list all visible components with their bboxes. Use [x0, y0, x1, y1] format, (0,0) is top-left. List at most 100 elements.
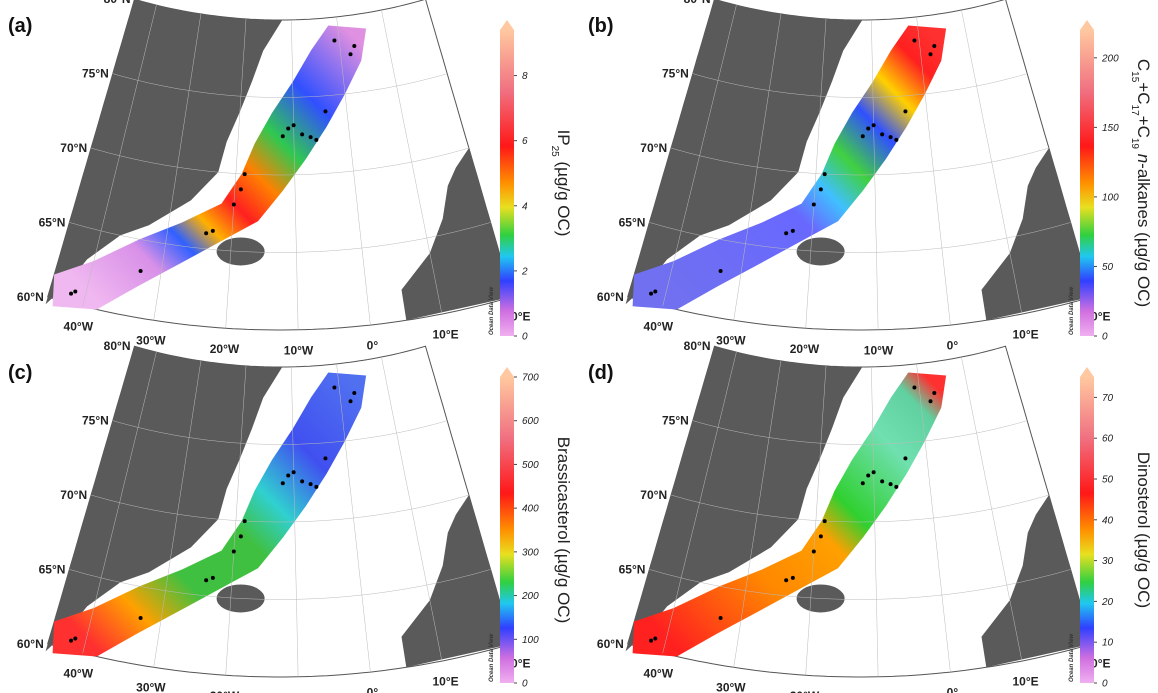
colorbar-tick-label: 0 [522, 679, 528, 690]
latitude-label: 70°N [60, 141, 87, 155]
colorbar-arrow [1080, 367, 1094, 377]
station [349, 52, 353, 56]
station [653, 637, 657, 641]
latitude-label: 60°N [597, 637, 624, 651]
colorbar-tick-label: 100 [522, 635, 539, 646]
colorbar-tick-label: 50 [1102, 475, 1114, 486]
colorbar-tick-label: 8 [522, 71, 528, 82]
station [204, 231, 208, 235]
longitude-label: 30°W [716, 681, 746, 693]
station [872, 470, 876, 474]
longitude-label: 0° [367, 339, 379, 353]
colorbar-tick-label: 700 [522, 373, 539, 384]
latitude-label: 80°N [684, 339, 711, 353]
colorbar-tick-label: 30 [1102, 556, 1114, 567]
title-part: C [1134, 59, 1153, 71]
station [894, 138, 898, 142]
station [232, 202, 236, 206]
station [239, 187, 243, 191]
title-part: n [1134, 149, 1153, 163]
station [880, 132, 884, 136]
title-part: Brassicasterol (µg/g OC) [554, 437, 573, 623]
station [912, 386, 916, 390]
watermark: Ocean Data View [489, 287, 495, 335]
station [332, 386, 336, 390]
station [823, 519, 827, 523]
station [819, 534, 823, 538]
latitude-label: 75°N [662, 414, 689, 428]
longitude-label: 30°W [716, 334, 746, 348]
colorbar-tick-label: 0 [1102, 679, 1108, 690]
colorbar [1080, 377, 1094, 683]
longitude-label: 40°W [644, 319, 674, 333]
station [243, 172, 247, 176]
latitude-label: 60°N [17, 637, 44, 651]
latitude-label: 80°N [104, 339, 131, 353]
station [211, 229, 215, 233]
station [309, 135, 313, 139]
colorbar-tick-label: 4 [522, 201, 528, 212]
title-part: 15 [1130, 71, 1141, 83]
colorbar-title: IP25 (µg/g OC) [550, 130, 574, 237]
station [784, 578, 788, 582]
longitude-label: 10°E [1012, 327, 1038, 341]
station [232, 549, 236, 553]
colorbar [1080, 30, 1094, 336]
colorbar [500, 377, 514, 683]
station [281, 481, 285, 485]
colorbar-tick-label: 400 [522, 504, 539, 515]
colorbar-tick-label: 70 [1102, 393, 1114, 404]
title-part: 25 [550, 146, 561, 158]
station [243, 519, 247, 523]
colorbar-title: Brassicasterol (µg/g OC) [554, 437, 573, 623]
station [300, 479, 304, 483]
colorbar-tick-label: 60 [1102, 434, 1114, 445]
longitude-label: 20°W [790, 689, 820, 693]
station [812, 549, 816, 553]
colorbar-tick-label: 500 [522, 460, 539, 471]
station [889, 482, 893, 486]
longitude-label: 10°W [864, 343, 894, 357]
colorbar-tick-label: 0 [522, 332, 528, 343]
longitude-label: 0° [367, 686, 379, 693]
station [292, 123, 296, 127]
latitude-label: 70°N [60, 488, 87, 502]
longitude-label: 20°W [210, 689, 240, 693]
colorbar-arrow [500, 20, 514, 30]
latitude-label: 65°N [619, 562, 646, 576]
station [791, 576, 795, 580]
station [784, 231, 788, 235]
map-panel: (c)60°N65°N70°N75°N80°N40°W30°W20°W10°W0… [8, 339, 573, 693]
title-part: +C [1134, 82, 1153, 104]
station [323, 109, 327, 113]
longitude-label: 40°W [64, 666, 94, 680]
watermark: Ocean Data View [489, 634, 495, 682]
station [880, 479, 884, 483]
station [903, 456, 907, 460]
station [300, 132, 304, 136]
title-part: 17 [1130, 105, 1141, 117]
station [929, 399, 933, 403]
latitude-label: 75°N [662, 67, 689, 81]
longitude-label: 40°W [64, 319, 94, 333]
station [292, 470, 296, 474]
station [866, 126, 870, 130]
station [649, 292, 653, 296]
colorbar-tick-label: 10 [1102, 638, 1114, 649]
latitude-label: 60°N [17, 290, 44, 304]
station [791, 229, 795, 233]
title-part: IP [554, 130, 573, 146]
map-panel: (b)60°N65°N70°N75°N80°N40°W30°W20°W10°W0… [588, 0, 1153, 357]
colorbar-tick-label: 600 [522, 416, 539, 427]
watermark: Ocean Data View [1069, 634, 1075, 682]
colorbar-tick-label: 6 [522, 136, 528, 147]
station [69, 639, 73, 643]
station [352, 391, 356, 395]
panel-label: (b) [588, 15, 614, 37]
title-part: (µg/g OC) [554, 157, 573, 237]
longitude-label: 30°W [136, 681, 166, 693]
colorbar-tick-label: 50 [1102, 262, 1114, 273]
station [866, 473, 870, 477]
latitude-label: 75°N [82, 67, 109, 81]
station [314, 485, 318, 489]
